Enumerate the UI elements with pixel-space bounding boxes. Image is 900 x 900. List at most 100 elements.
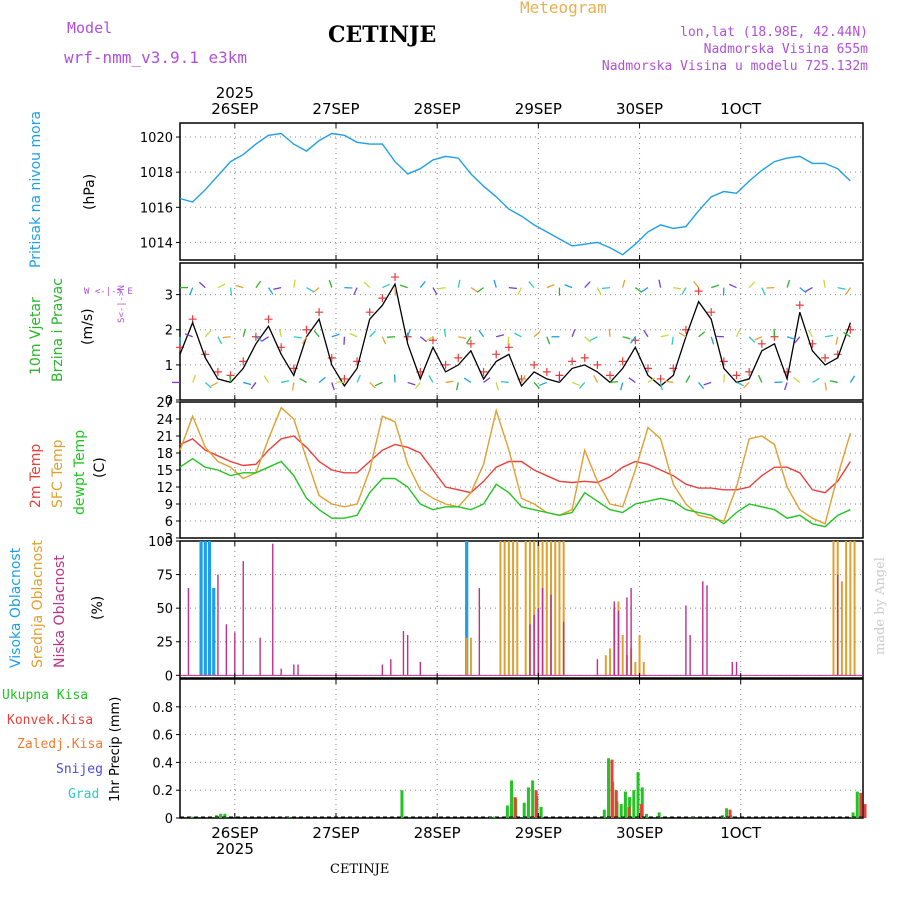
gust-marker bbox=[530, 360, 539, 369]
wind-direction-arrow bbox=[229, 374, 232, 383]
wind-direction-arrow bbox=[419, 280, 426, 288]
temp-ytick-label: 6 bbox=[165, 515, 173, 530]
wind-direction-arrow bbox=[235, 284, 244, 289]
meteogram-title: Meteogram bbox=[520, 0, 607, 17]
wind-direction-arrow bbox=[634, 287, 643, 293]
precip-bar-1 bbox=[610, 759, 614, 818]
gust-marker bbox=[492, 350, 501, 359]
cloud-bar-1 bbox=[503, 541, 506, 676]
cloud-bar-2 bbox=[731, 661, 734, 676]
time-axis: 26SEP 26SEP 27SEP 27SEP 28SEP 28SEP 29SEP 29SEP… bbox=[211, 84, 762, 858]
wind-direction-arrow bbox=[658, 279, 662, 288]
cloud-bar-1 bbox=[845, 541, 848, 676]
model-label: Model bbox=[67, 19, 113, 37]
cloud-bar-0 bbox=[212, 588, 216, 676]
wind-direction-arrow bbox=[369, 330, 376, 338]
gust-marker bbox=[353, 357, 362, 366]
cloud-bar-2 bbox=[533, 614, 535, 676]
cloud-bar-0 bbox=[465, 541, 469, 676]
wind-ytick-label: 0 bbox=[165, 394, 173, 409]
temp-ytick-label: 24 bbox=[156, 413, 173, 428]
gust-marker bbox=[239, 357, 248, 366]
cloud-bar-1 bbox=[638, 635, 641, 676]
cloud-ytick-label: 50 bbox=[156, 602, 173, 617]
wind-direction-arrow bbox=[643, 329, 649, 338]
gust-marker bbox=[213, 367, 222, 376]
wind-direction-arrow bbox=[291, 382, 295, 391]
wind-direction-arrow bbox=[823, 279, 826, 288]
wind-direction-arrow bbox=[353, 287, 358, 296]
wind-direction-arrow bbox=[698, 331, 706, 338]
precip-bar-1 bbox=[728, 809, 732, 818]
precip-bar-0 bbox=[623, 791, 627, 818]
cloud-bar-1 bbox=[853, 541, 856, 676]
altitude-label: Nadmorska Visina 655m bbox=[703, 42, 868, 57]
wind-direction-arrow bbox=[678, 332, 687, 338]
pressure-line bbox=[179, 132, 851, 256]
precip-panel: 0 0.2 0.4 0.6 0.8 bbox=[152, 678, 867, 827]
wind-direction-arrow bbox=[640, 287, 649, 293]
wind-direction-arrow bbox=[609, 380, 619, 384]
wind-direction-arrow bbox=[381, 336, 387, 345]
wind-direction-arrow bbox=[736, 381, 745, 387]
bottom-day-label: 29SEP bbox=[515, 824, 562, 842]
wind-ytick-label: 3 bbox=[165, 289, 173, 304]
cloud-bar-2 bbox=[706, 585, 708, 676]
wind-direction-arrow bbox=[306, 287, 314, 293]
top-day-label: 26SEP bbox=[211, 100, 258, 118]
cloud-bar-1 bbox=[840, 581, 843, 676]
wind-direction-arrow bbox=[805, 287, 813, 293]
precip-snow-label: Snijeg bbox=[56, 762, 103, 777]
gust-marker bbox=[340, 374, 349, 383]
gust-marker bbox=[391, 273, 400, 282]
gust-marker bbox=[656, 374, 665, 383]
wind-direction-arrow bbox=[192, 374, 197, 383]
wind-direction-arrow bbox=[457, 279, 461, 288]
wind-direction-arrow bbox=[824, 382, 827, 391]
gust-marker bbox=[618, 357, 627, 366]
wind-direction-arrow bbox=[363, 281, 371, 289]
precip-bar-0 bbox=[400, 790, 404, 818]
cloud-panel: 0 25 50 75 100 bbox=[148, 535, 864, 684]
precip-ytick-label: 0.6 bbox=[152, 729, 173, 744]
wind-direction-arrow bbox=[458, 336, 467, 340]
cloud-bar-1 bbox=[533, 541, 536, 676]
wind-direction-arrow bbox=[849, 375, 856, 383]
wind-direction-arrow bbox=[710, 336, 715, 345]
bottom-year-label: 2025 bbox=[216, 840, 254, 858]
gust-marker bbox=[542, 367, 551, 376]
wind-direction-arrow bbox=[432, 287, 438, 295]
wind-direction-arrow bbox=[508, 286, 517, 290]
gust-marker bbox=[732, 371, 741, 380]
cloud-bar-1 bbox=[524, 541, 527, 676]
cloud-bar-2 bbox=[478, 588, 481, 676]
precip-bar-0 bbox=[619, 804, 623, 818]
wind-direction-arrow bbox=[328, 279, 333, 288]
gust-marker bbox=[757, 339, 766, 348]
wind-direction-arrow bbox=[728, 283, 737, 289]
wind-direction-arrow bbox=[217, 283, 226, 289]
gust-marker bbox=[719, 357, 728, 366]
cloud-bar-2 bbox=[390, 659, 392, 676]
pressure-ytick-label: 1016 bbox=[140, 201, 173, 216]
precip-bar-1 bbox=[859, 792, 863, 818]
wind-direction-arrow bbox=[628, 377, 636, 383]
wind-direction-arrow bbox=[517, 287, 523, 296]
precip-bar-0 bbox=[644, 813, 648, 818]
wind-direction-arrow bbox=[331, 382, 335, 391]
wind-direction-arrow bbox=[463, 377, 472, 383]
temperature-panel: 3 6 9 12 15 18 21 24 27 bbox=[156, 396, 864, 547]
wind-direction-arrow bbox=[500, 380, 509, 384]
cloud-bar-2 bbox=[596, 659, 599, 676]
wind-direction-arrow bbox=[748, 336, 756, 343]
gust-marker bbox=[365, 308, 374, 317]
cloud-bar-2 bbox=[630, 588, 632, 676]
precip-graupel-label: Grad bbox=[68, 787, 100, 802]
gust-marker bbox=[568, 357, 577, 366]
pressure-ytick-label: 1018 bbox=[140, 166, 173, 181]
wind-direction-arrow bbox=[250, 382, 257, 390]
wind-compass-horizontal: W <-|-> E bbox=[84, 287, 133, 297]
wind-direction-arrow bbox=[845, 287, 851, 295]
wind-direction-arrow bbox=[799, 287, 807, 294]
cloud-bar-2 bbox=[735, 661, 738, 676]
